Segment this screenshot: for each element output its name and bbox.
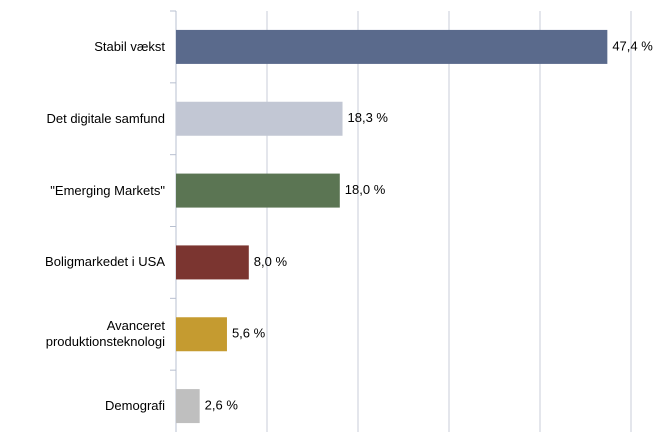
bar (176, 29, 608, 64)
bar (176, 101, 343, 136)
value-label: 18,3 % (348, 110, 389, 125)
category-label: Det digitale samfund (46, 110, 165, 126)
value-label: 2,6 % (205, 398, 239, 413)
bar (176, 389, 200, 424)
category-label: "Emerging Markets" (50, 182, 165, 198)
value-label: 18,0 % (345, 182, 386, 197)
value-label: 5,6 % (232, 326, 266, 341)
bar (176, 173, 340, 208)
bar (176, 245, 249, 280)
category-label: Boligmarkedet i USA (45, 254, 165, 270)
bar (176, 317, 227, 352)
category-label: Demografi (105, 398, 165, 414)
category-label: Stabil vækst (94, 38, 165, 54)
category-label: Avanceret produktionsteknologi (45, 318, 165, 350)
value-label: 8,0 % (254, 254, 288, 269)
value-label: 47,4 % (612, 38, 653, 53)
